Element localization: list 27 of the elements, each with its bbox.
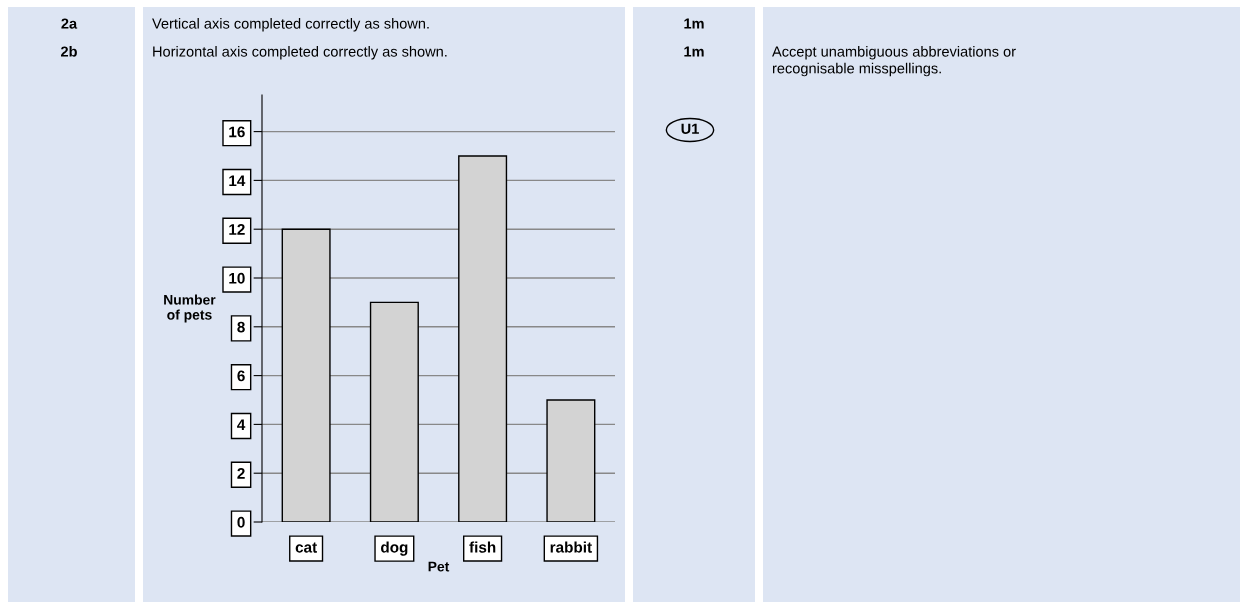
text: Horizontal axis completed correctly as shown. — [153, 46, 447, 60]
x-tick-label: fish — [469, 541, 496, 553]
text: U1 — [681, 123, 699, 134]
text: 1m — [684, 18, 704, 29]
y-tick-label: 14 — [229, 175, 246, 186]
x-tick-label: cat — [295, 542, 317, 553]
y-tick-label: 6 — [237, 370, 245, 382]
text: 1m — [684, 46, 704, 57]
x-tick-label: dog — [381, 541, 408, 556]
x-tick-label: rabbit — [550, 541, 592, 553]
bar — [281, 228, 331, 522]
y-tick-label: 12 — [229, 224, 245, 235]
y-tick-label: 16 — [229, 126, 245, 138]
y-tick-label: 8 — [237, 321, 245, 333]
y-tick-label: 2 — [237, 468, 245, 479]
y-axis-title: Number of pets — [164, 294, 216, 323]
bar — [546, 399, 596, 522]
text: Vertical axis completed correctly as shown. — [152, 18, 429, 32]
y-tick-label: 4 — [237, 419, 246, 430]
bar — [458, 155, 508, 522]
x-axis-title: Pet — [428, 561, 450, 572]
text: 2b — [61, 46, 77, 57]
y-tick-label: 0 — [237, 516, 245, 528]
y-tick-label: 10 — [229, 272, 245, 284]
bar — [369, 301, 419, 522]
text: 2a — [61, 18, 78, 29]
text: Accept unambiguous abbreviations or recognisable misspellings. — [772, 46, 1016, 77]
